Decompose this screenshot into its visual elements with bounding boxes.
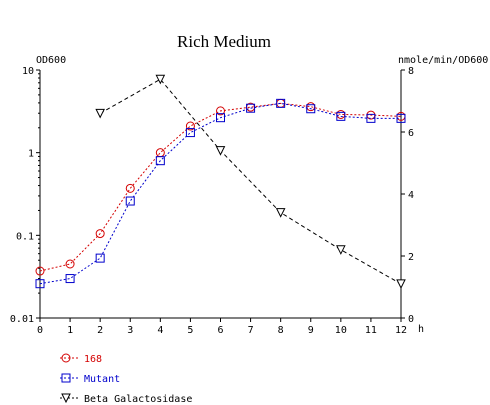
series-layer	[35, 74, 406, 290]
data-point-168	[125, 183, 135, 193]
data-point-mutant	[125, 196, 135, 206]
y-right-tick-label: 2	[408, 252, 414, 263]
data-point-168	[95, 229, 105, 239]
y-left-tick-label: 1	[28, 149, 34, 160]
y-right-tick-label: 6	[408, 128, 414, 139]
data-point-168	[216, 106, 225, 116]
x-tick-label: 11	[365, 325, 377, 336]
x-tick-label: 9	[308, 325, 314, 336]
data-point-beta-galactosidase	[155, 74, 166, 85]
y-left-axis-label: OD600	[36, 55, 66, 66]
data-point-mutant	[216, 113, 225, 123]
legend-label-mutant: Mutant	[84, 374, 120, 385]
data-point-168	[155, 148, 165, 158]
data-point-mutant	[185, 128, 195, 138]
x-tick-label: 10	[335, 325, 347, 336]
data-point-mutant	[306, 104, 316, 114]
y-left-tick-label: 0.01	[10, 314, 34, 325]
series-beta-galactosidase	[95, 74, 406, 290]
x-tick-label: 4	[157, 325, 163, 336]
legend-label-beta-galactosidase: Beta Galactosidase	[84, 394, 192, 405]
legend: 168 Mutant Beta Galactosidase	[60, 353, 192, 405]
x-tick-label: 12	[395, 325, 407, 336]
x-tick-label: 5	[187, 325, 193, 336]
y-right-tick-label: 4	[408, 190, 414, 201]
data-point-mutant	[276, 98, 286, 108]
x-tick-label: 0	[37, 325, 43, 336]
y-left-tick-label: 10	[22, 66, 34, 77]
chart-title: Rich Medium	[177, 32, 271, 51]
data-point-mutant	[246, 103, 256, 113]
x-tick-label: 1	[67, 325, 73, 336]
data-point-mutant	[65, 274, 75, 284]
legend-item-mutant: Mutant	[60, 373, 120, 385]
legend-marker-mutant	[61, 373, 71, 383]
series-mutant	[35, 98, 406, 289]
series-line-mutant	[39, 102, 401, 285]
data-point-mutant	[35, 279, 45, 289]
data-point-mutant	[366, 113, 376, 123]
legend-marker-beta-galactosidase	[61, 393, 71, 404]
tick-marks	[36, 69, 405, 322]
x-tick-label: 8	[278, 325, 284, 336]
series-168	[35, 98, 406, 276]
x-tick-label: 2	[97, 325, 103, 336]
y-left-tick-label: 0.1	[16, 231, 34, 242]
series-line-beta-galactosidase	[99, 78, 402, 285]
x-axis-unit: h	[418, 324, 424, 335]
data-point-168	[35, 266, 45, 276]
y-right-tick-label: 8	[408, 66, 414, 77]
data-point-beta-galactosidase	[336, 245, 346, 255]
data-point-mutant	[336, 111, 346, 121]
data-point-beta-galactosidase	[215, 146, 226, 156]
legend-item-168: 168	[60, 353, 102, 365]
x-tick-label: 3	[127, 325, 133, 336]
x-tick-label: 6	[217, 325, 223, 336]
y-right-tick-label: 0	[408, 314, 414, 325]
x-tick-label: 7	[248, 325, 254, 336]
data-point-mutant	[95, 253, 105, 263]
data-point-mutant	[155, 156, 165, 166]
data-point-beta-galactosidase	[396, 279, 406, 290]
legend-marker-168	[61, 353, 71, 363]
y-right-axis-label: nmole/min/OD600	[398, 55, 488, 66]
data-point-mutant	[396, 113, 406, 123]
legend-label-168: 168	[84, 354, 102, 365]
data-point-168	[185, 121, 195, 131]
data-point-168	[65, 259, 75, 269]
data-point-beta-galactosidase	[275, 208, 286, 218]
series-line-168	[39, 102, 402, 272]
data-point-beta-galactosidase	[95, 108, 105, 119]
legend-item-beta-galactosidase: Beta Galactosidase	[60, 393, 192, 405]
